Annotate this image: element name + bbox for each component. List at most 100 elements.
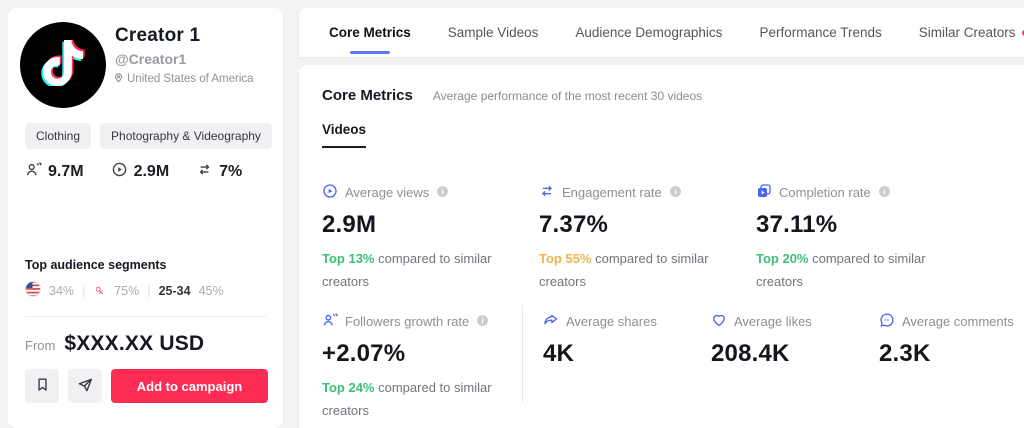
play-circle-icon [322, 183, 338, 202]
tab-label: Sample Videos [447, 25, 539, 40]
metric-label: Followers growth rate [345, 314, 470, 329]
creator-profile-card: Creator 1 @Creator1 United States of Ame… [8, 8, 283, 428]
completion-icon [756, 183, 772, 202]
repost-icon [196, 161, 213, 183]
creator-location: United States of America [113, 72, 254, 86]
panel-header: Core Metrics Average performance of the … [322, 87, 702, 104]
audience-segments-row: 34% | ♀ 75% | 25-34 45% [25, 279, 224, 302]
engagement-icon [539, 183, 555, 202]
tab-label: Audience Demographics [575, 25, 723, 40]
panel-subtitle: Average performance of the most recent 3… [432, 89, 703, 103]
tab-audience-demographics[interactable]: Audience Demographics [575, 8, 722, 57]
bookmark-icon [35, 377, 50, 395]
share-button[interactable] [68, 369, 102, 403]
creator-name: Creator 1 [115, 25, 201, 46]
metric-label: Average comments [902, 314, 1014, 329]
avatar[interactable] [20, 22, 106, 108]
category-tag[interactable]: Clothing [25, 123, 92, 149]
followers-icon [25, 161, 42, 183]
subtab-videos[interactable]: Videos [322, 122, 367, 148]
price-value: $XXX.XX USD [64, 332, 205, 355]
info-icon[interactable] [878, 185, 891, 201]
comparison-text: compared to similar creators [756, 251, 926, 289]
tab-performance-trends[interactable]: Performance Trends [759, 8, 881, 57]
followers-stat: 9.7M [25, 161, 84, 183]
creator-stats-row: 9.7M 2.9M 7% [25, 161, 242, 183]
metric-value: 4K [543, 340, 575, 367]
new-badge-dot [1021, 29, 1024, 36]
age-range-label: 25-34 [158, 283, 191, 298]
action-row: Add to campaign [25, 369, 268, 403]
panel-title: Core Metrics [322, 87, 413, 104]
views-value: 2.9M [133, 163, 170, 180]
creator-detail-tabbar: Core Metrics Sample Videos Audience Demo… [299, 8, 1024, 57]
metric-engagement-rate: Engagement rate 7.37% Top 55% compared t… [539, 183, 744, 294]
us-flag-icon [25, 281, 41, 300]
metric-label: Average likes [734, 314, 812, 329]
country-pct: 34% [49, 283, 75, 298]
metric-label: Completion rate [779, 185, 871, 200]
comparison-text: compared to similar creators [322, 380, 492, 418]
tab-similar-creators[interactable]: Similar Creators [919, 8, 1024, 57]
price-prefix: From [25, 338, 56, 353]
tab-label: Core Metrics [329, 25, 411, 40]
tiktok-logo-icon [40, 37, 86, 91]
bookmark-button[interactable] [25, 369, 59, 403]
metric-value: +2.07% [322, 340, 406, 367]
divider [25, 316, 266, 317]
metric-comparison: Top 55% compared to similar creators [539, 248, 731, 294]
metric-average-comments: Average comments 2.3K [879, 312, 1024, 368]
metric-followers-growth: Followers growth rate +2.07% Top 24% com… [322, 312, 527, 423]
comment-icon [879, 312, 895, 331]
metric-value: 2.3K [879, 340, 931, 367]
send-icon [77, 377, 93, 396]
metric-comparison: Top 24% compared to similar creators [322, 377, 514, 423]
engagement-value: 7% [219, 163, 243, 180]
age-pct: 45% [198, 283, 224, 298]
location-pin-icon [113, 72, 124, 86]
top-percent: Top 13% [322, 251, 375, 266]
comparison-text: compared to similar creators [322, 251, 492, 289]
metric-average-shares: Average shares 4K [543, 312, 703, 368]
metric-average-views: Average views 2.9M Top 13% compared to s… [322, 183, 527, 294]
divider [522, 305, 523, 402]
tab-sample-videos[interactable]: Sample Videos [448, 8, 539, 57]
metric-label: Average views [345, 185, 430, 200]
metric-value: 7.37% [539, 211, 609, 238]
audience-segments-title: Top audience segments [25, 258, 167, 272]
creator-handle: @Creator1 [115, 51, 187, 67]
play-circle-icon [111, 161, 128, 183]
top-percent: Top 24% [322, 380, 375, 395]
divider: | [82, 283, 86, 298]
heart-icon [711, 312, 727, 331]
divider: | [147, 283, 151, 298]
tab-label: Performance Trends [759, 25, 882, 40]
female-icon: ♀ [88, 279, 112, 302]
info-icon[interactable] [436, 185, 449, 201]
price-block: From $XXX.XX USD [25, 332, 204, 356]
followers-value: 9.7M [48, 163, 84, 180]
core-metrics-panel: Core Metrics Average performance of the … [299, 65, 1024, 428]
info-icon[interactable] [669, 185, 682, 201]
location-text: United States of America [127, 73, 254, 85]
share-icon [543, 312, 559, 331]
tab-core-metrics[interactable]: Core Metrics [329, 8, 411, 57]
gender-pct: 75% [114, 283, 140, 298]
comparison-text: compared to similar creators [539, 251, 709, 289]
metric-label: Engagement rate [562, 185, 662, 200]
category-tags: Clothing Photography & Videography [25, 123, 272, 149]
info-icon[interactable] [476, 314, 489, 330]
category-tag[interactable]: Photography & Videography [100, 123, 272, 149]
metric-completion-rate: Completion rate 37.11% Top 20% compared … [756, 183, 961, 294]
metric-average-likes: Average likes 208.4K [711, 312, 871, 368]
metric-value: 37.11% [756, 211, 838, 238]
engagement-stat: 7% [196, 161, 242, 183]
metric-value: 2.9M [322, 211, 377, 238]
metric-value: 208.4K [711, 340, 790, 367]
add-to-campaign-button[interactable]: Add to campaign [111, 369, 268, 403]
metric-comparison: Top 20% compared to similar creators [756, 248, 948, 294]
top-percent: Top 20% [756, 251, 809, 266]
metric-label: Average shares [566, 314, 657, 329]
views-stat: 2.9M [111, 161, 170, 183]
top-percent: Top 55% [539, 251, 592, 266]
